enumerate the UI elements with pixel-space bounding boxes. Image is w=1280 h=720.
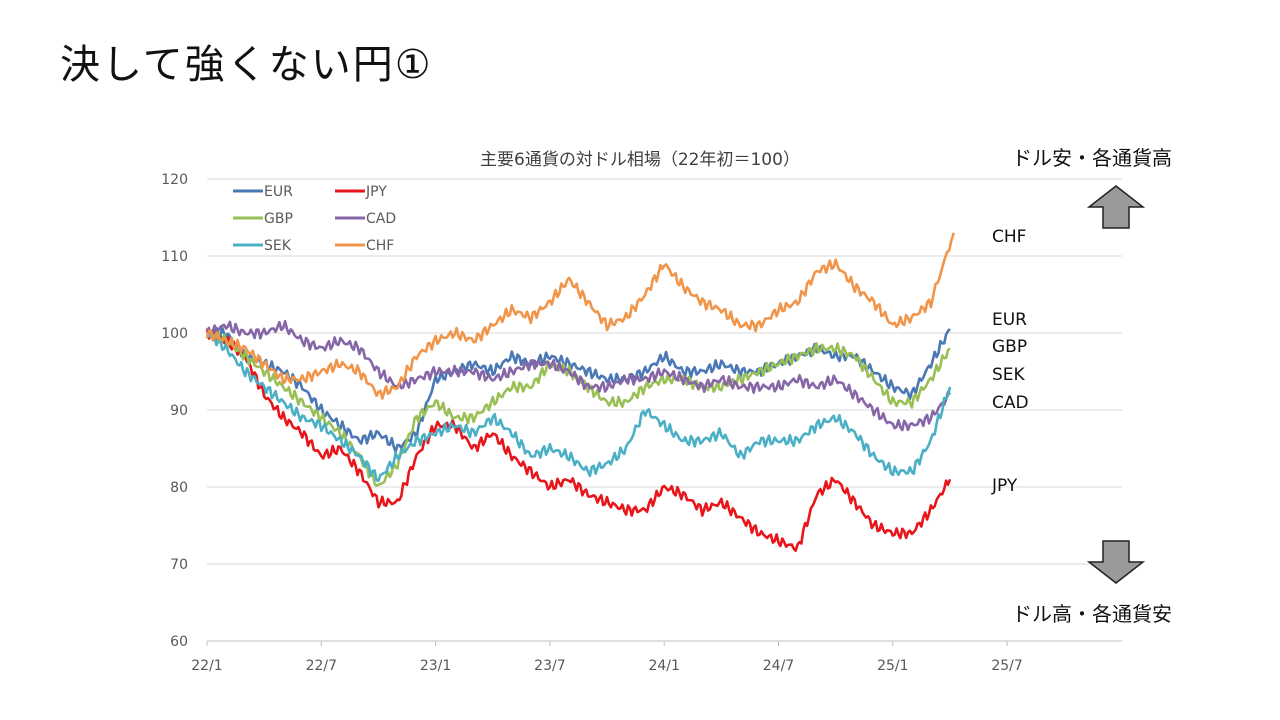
x-tick-label: 22/1 [191, 658, 222, 674]
series-line-jpy [205, 328, 952, 553]
dollar-weak-label: ドル安・各通貨高 [1012, 146, 1172, 170]
legend-label-gbp: GBP [264, 211, 293, 227]
legend-label-chf: CHF [366, 238, 394, 254]
x-tick-label: 23/7 [534, 658, 565, 674]
y-tick-label: 70 [170, 557, 188, 573]
series-line-sek [206, 333, 952, 483]
axes: 60 70 80 90 100 110 120 22/1 22/7 23/1 23/7 24/1 24/… [161, 172, 1122, 674]
slide-title: 決して強くない円① [60, 42, 433, 88]
x-tick-label: 22/7 [306, 658, 337, 674]
end-label-sek: SEK [992, 365, 1025, 385]
x-tick-label: 24/1 [648, 658, 679, 674]
x-tick-label: 25/7 [991, 658, 1022, 674]
series-line-chf [205, 232, 956, 400]
legend-label-cad: CAD [366, 211, 396, 227]
legend-label-jpy: JPY [365, 184, 387, 200]
y-tick-label: 100 [161, 326, 188, 342]
dollar-strong-label: ドル高・各通貨安 [1012, 602, 1172, 626]
x-tick-label: 24/7 [763, 658, 794, 674]
y-tick-label: 60 [170, 634, 188, 650]
legend: EUR JPY GBP CAD SEK CHF [233, 184, 396, 254]
up-arrow-icon [1086, 185, 1146, 229]
legend-label-sek: SEK [264, 238, 292, 254]
y-tick-label: 110 [161, 249, 188, 265]
series-line-cad [205, 319, 952, 432]
end-label-chf: CHF [992, 227, 1027, 247]
series-lines [205, 232, 956, 553]
legend-label-eur: EUR [264, 184, 293, 200]
end-label-cad: CAD [992, 393, 1029, 413]
y-tick-label: 120 [161, 172, 188, 188]
series-line-eur [206, 326, 951, 454]
end-label-eur: EUR [992, 310, 1027, 330]
end-label-gbp: GBP [992, 337, 1028, 357]
chart-title: 主要6通貨の対ドル相場（22年初＝100） [480, 150, 800, 170]
x-tick-label: 25/1 [877, 658, 908, 674]
y-tick-label: 80 [170, 480, 188, 496]
x-tick-label: 23/1 [420, 658, 451, 674]
down-arrow-icon [1086, 540, 1146, 584]
y-tick-label: 90 [170, 403, 188, 419]
end-label-jpy: JPY [992, 476, 1018, 496]
